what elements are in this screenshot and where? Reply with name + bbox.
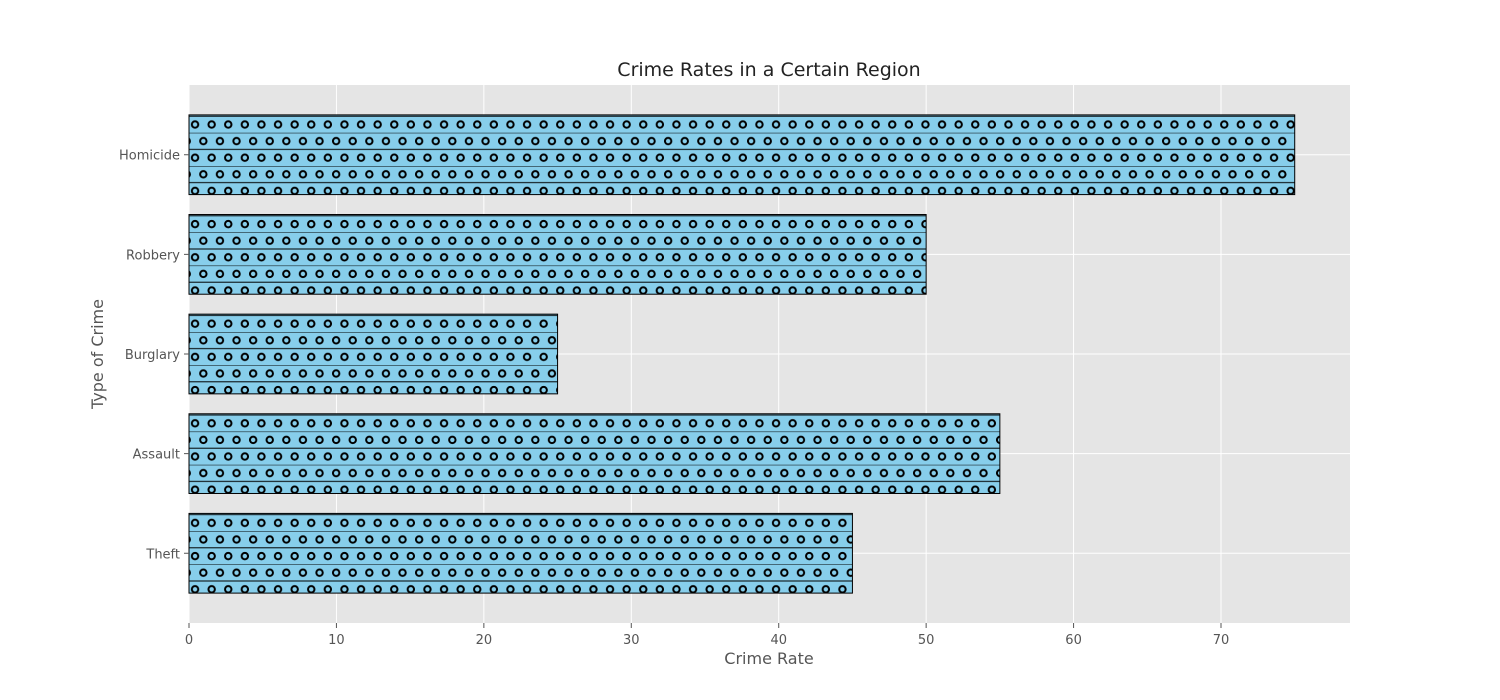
x-axis-label: Crime Rate [724,649,813,668]
x-tick-label: 60 [1065,633,1082,648]
y-tick-label-homicide: Homicide [119,149,180,164]
y-tick-label-burglary: Burglary [125,348,180,363]
x-tick-label: 20 [476,633,493,648]
x-tick-label: 0 [185,633,193,648]
bar-burglary [188,313,559,395]
x-tick-label: 10 [328,633,345,648]
bar-robbery [188,214,927,295]
x-tick-label: 40 [770,633,787,648]
y-tick-label-theft: Theft [145,547,180,562]
y-tick-label-robbery: Robbery [126,248,180,263]
x-axis-ticks: 0 10 20 30 40 50 60 70 [185,623,1229,648]
bars [188,114,1296,594]
bar-theft [188,512,853,594]
bar-homicide [188,114,1296,196]
chart-title: Crime Rates in a Certain Region [617,59,920,81]
bar-assault [188,413,1001,494]
x-tick-label: 30 [623,633,640,648]
y-axis-ticks: Theft Assault Burglary Robbery Homicide [119,149,189,562]
y-axis-label: Type of Crime [88,299,107,410]
x-tick-label: 50 [918,633,935,648]
y-tick-label-assault: Assault [133,448,180,463]
x-tick-label: 70 [1213,633,1230,648]
